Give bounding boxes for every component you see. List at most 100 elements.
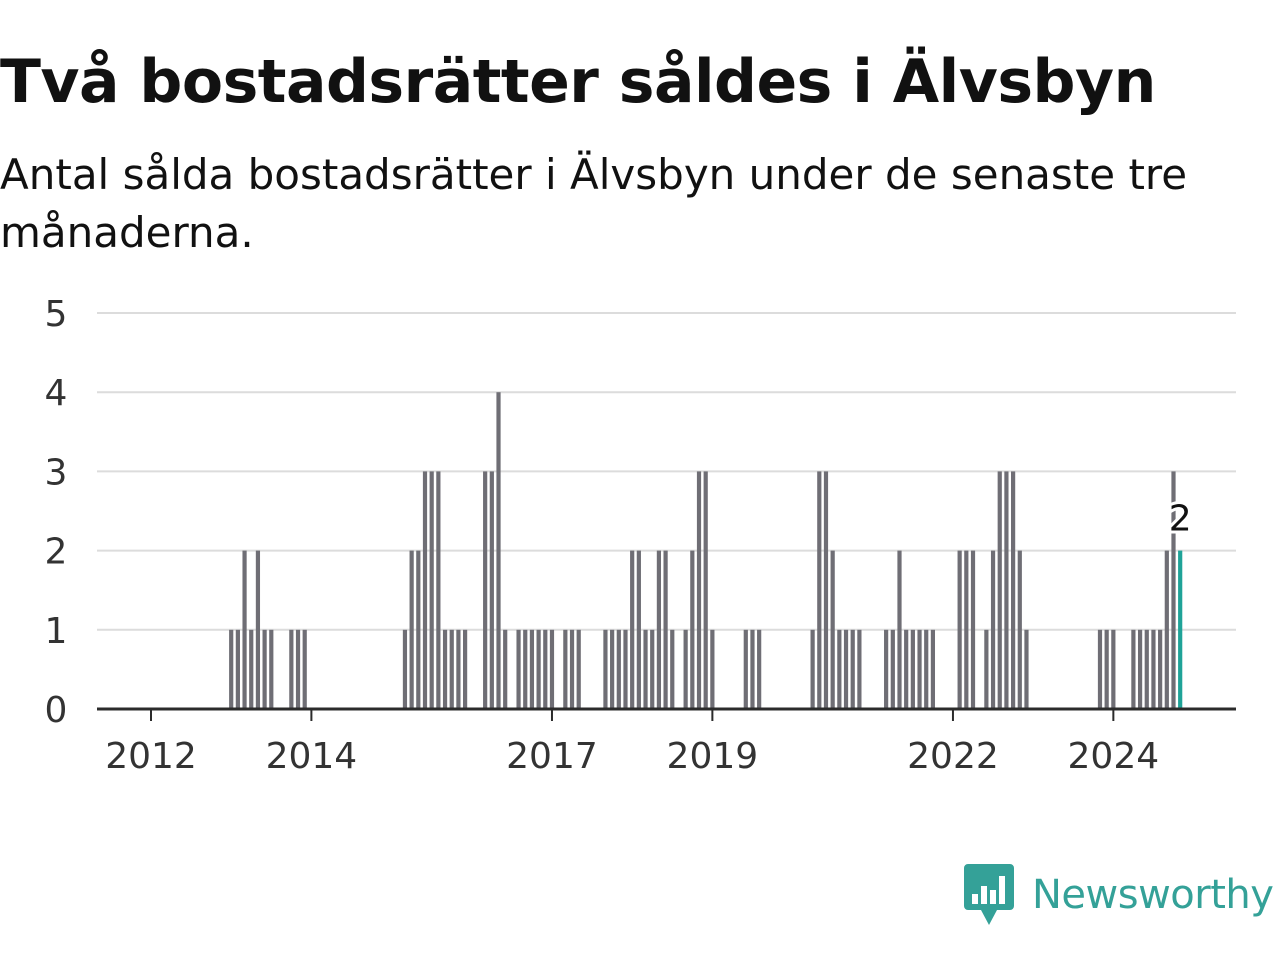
bar — [429, 471, 434, 709]
bar — [884, 629, 889, 709]
bar — [603, 629, 608, 709]
bar — [229, 629, 234, 709]
x-tick-label: 2019 — [667, 736, 759, 777]
bar — [456, 629, 461, 709]
bars — [229, 392, 1183, 709]
bar — [242, 550, 247, 709]
bar — [1171, 471, 1176, 709]
bar-chart: 0 1 2 3 4 5 2012 2014 2017 2019 2022 2024 2 — [45, 294, 1236, 777]
x-tick-label: 2012 — [105, 736, 197, 777]
bar — [576, 629, 581, 709]
bar — [249, 629, 254, 709]
bar — [442, 629, 448, 709]
bar — [757, 629, 762, 709]
x-tick-label: 2024 — [1068, 736, 1160, 777]
bar — [643, 629, 648, 709]
bar — [616, 629, 621, 709]
bar — [409, 550, 414, 709]
bar — [837, 629, 842, 709]
bar — [656, 550, 662, 709]
bar — [516, 629, 521, 709]
y-tick-label: 2 — [45, 532, 68, 573]
bar — [503, 629, 508, 709]
bar — [1024, 629, 1029, 709]
bar — [696, 471, 702, 709]
x-axis-ticks: 2012 2014 2017 2019 2022 2024 — [105, 709, 1159, 777]
bar — [422, 471, 428, 709]
bar — [890, 629, 895, 709]
bar — [857, 629, 862, 709]
bar — [563, 629, 568, 709]
bar — [235, 629, 240, 709]
bar — [549, 629, 555, 709]
bar — [1137, 629, 1143, 709]
bar — [970, 550, 976, 709]
bar — [269, 629, 274, 709]
y-tick-label: 0 — [45, 690, 68, 731]
bar — [1104, 629, 1109, 709]
x-tick-label: 2017 — [506, 736, 598, 777]
bar — [703, 471, 708, 709]
bar — [663, 550, 668, 709]
bar — [984, 629, 989, 709]
bar — [436, 471, 441, 709]
bar — [650, 629, 655, 709]
bar — [496, 392, 501, 709]
brand-name: Newsworthy — [1032, 872, 1274, 918]
bar — [710, 629, 715, 709]
bar — [1144, 629, 1149, 709]
bar — [636, 550, 641, 709]
data-labels: 2 — [1166, 496, 1195, 543]
bar — [255, 550, 261, 709]
highlight-value-label: 2 — [1169, 499, 1192, 540]
newsworthy-logo: Newsworthy — [964, 862, 1274, 928]
bar — [997, 471, 1002, 709]
bar — [817, 471, 822, 709]
bar — [1151, 629, 1156, 709]
bar — [1111, 629, 1116, 709]
bar — [483, 471, 488, 709]
bar — [964, 550, 969, 709]
bar — [904, 629, 909, 709]
y-tick-label: 1 — [45, 611, 68, 652]
bar — [543, 629, 548, 709]
bar — [1011, 471, 1016, 709]
y-tick-label: 4 — [45, 373, 68, 414]
bar — [823, 471, 829, 709]
bar — [917, 629, 922, 709]
bar — [289, 629, 294, 709]
bar — [1164, 550, 1169, 709]
bar-chart-icon — [964, 864, 1014, 925]
bar — [416, 550, 421, 709]
bar — [990, 550, 996, 709]
bar — [536, 629, 541, 709]
x-tick-label: 2022 — [907, 736, 999, 777]
gridlines — [97, 312, 1236, 631]
bar — [295, 629, 301, 709]
bar — [683, 629, 688, 709]
bar — [850, 629, 855, 709]
y-tick-label: 3 — [45, 452, 68, 493]
bar — [1004, 471, 1009, 709]
bar — [1017, 550, 1022, 709]
bar — [449, 629, 454, 709]
y-axis-ticks: 0 1 2 3 4 5 — [45, 294, 68, 731]
bar — [690, 550, 695, 709]
bar — [302, 629, 307, 709]
bar — [843, 629, 849, 709]
bar — [623, 629, 628, 709]
bar — [750, 629, 755, 709]
bar — [810, 629, 815, 709]
bar — [489, 471, 494, 709]
chart-subtitle: Antal sålda bostadsrätter i Älvsbyn unde… — [0, 150, 1188, 257]
bar — [1131, 629, 1136, 709]
bar — [957, 550, 962, 709]
chart-title: Två bostadsrätter såldes i Älvsbyn — [0, 47, 1156, 117]
bar — [670, 629, 675, 709]
bar — [1097, 629, 1103, 709]
bar — [262, 629, 267, 709]
bar-highlight — [1178, 550, 1183, 709]
bar — [830, 550, 835, 709]
bar — [569, 629, 575, 709]
bar — [897, 550, 902, 709]
